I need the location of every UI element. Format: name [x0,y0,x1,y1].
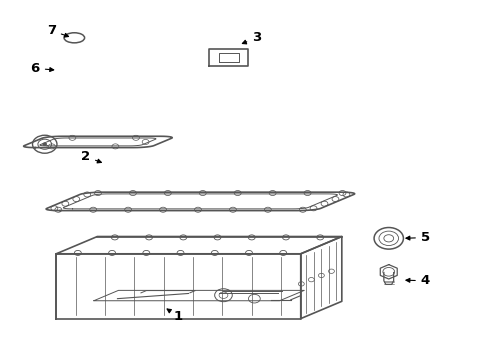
Text: 1: 1 [167,309,183,323]
Text: 3: 3 [242,31,261,44]
Text: 5: 5 [405,231,429,244]
Circle shape [43,143,47,146]
Text: 6: 6 [31,62,54,75]
Text: 7: 7 [47,24,68,37]
Text: 2: 2 [81,150,101,163]
Text: 4: 4 [405,274,429,287]
